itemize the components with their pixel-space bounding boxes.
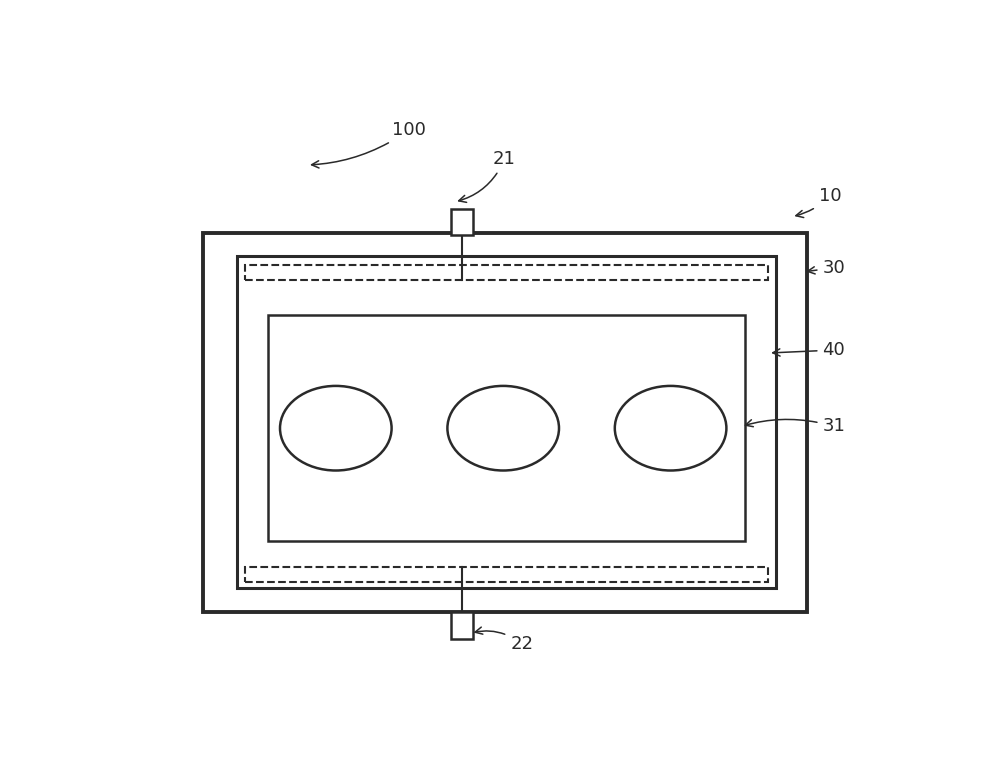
Bar [245,568,768,582]
Bar [202,233,807,611]
Circle shape [447,386,559,471]
Text: 30: 30 [808,259,845,277]
Bar [268,315,745,541]
Bar [237,256,776,588]
Text: 10: 10 [796,187,841,217]
Bar [451,611,473,639]
Bar [245,265,768,279]
Circle shape [280,386,392,471]
Text: 22: 22 [475,627,533,653]
Text: 100: 100 [312,121,426,168]
Text: 21: 21 [459,150,516,202]
Circle shape [615,386,726,471]
Bar [451,209,473,236]
Text: 40: 40 [773,341,845,359]
Text: 31: 31 [745,417,845,436]
